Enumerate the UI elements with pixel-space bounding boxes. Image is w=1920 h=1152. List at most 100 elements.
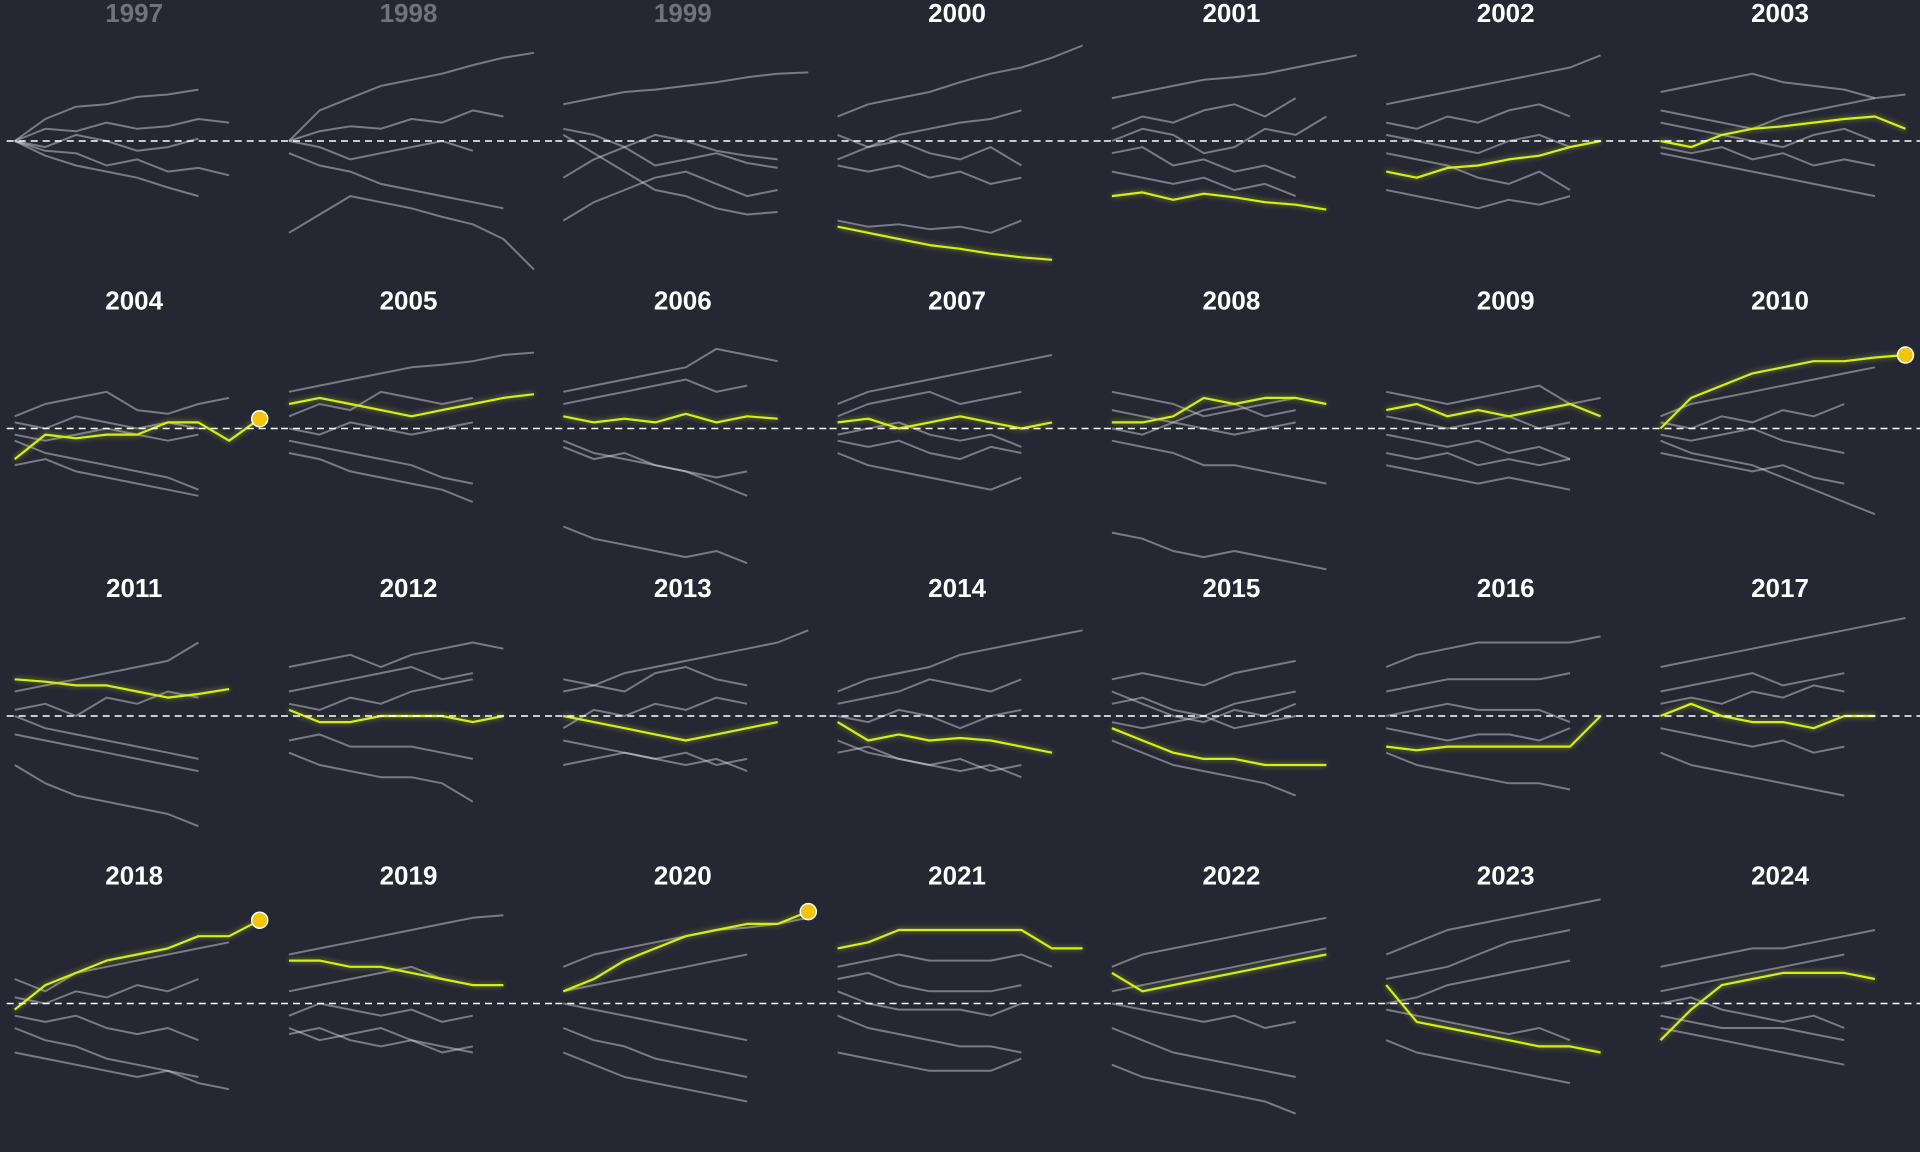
line bbox=[14, 390, 230, 418]
line bbox=[288, 109, 504, 142]
panel-title: 2016 bbox=[1477, 573, 1535, 603]
highlight-line bbox=[14, 417, 261, 460]
panel-title: 1997 bbox=[105, 0, 163, 28]
line bbox=[1386, 54, 1601, 106]
end-marker bbox=[250, 409, 269, 428]
line bbox=[288, 351, 535, 393]
line bbox=[14, 118, 230, 142]
line bbox=[1386, 464, 1571, 491]
line bbox=[14, 1027, 230, 1091]
panel-title: 2023 bbox=[1477, 860, 1535, 890]
line bbox=[14, 1014, 199, 1042]
line bbox=[1111, 54, 1358, 100]
line bbox=[837, 109, 1022, 161]
line bbox=[837, 354, 1053, 405]
panel: 2020 bbox=[555, 860, 830, 1103]
line bbox=[562, 134, 778, 216]
line bbox=[1386, 1008, 1571, 1042]
line bbox=[562, 525, 748, 565]
line bbox=[1660, 617, 1906, 668]
line bbox=[837, 44, 1083, 118]
line bbox=[288, 708, 504, 724]
line bbox=[563, 127, 778, 169]
panel: 2004 bbox=[6, 285, 281, 497]
line bbox=[14, 715, 199, 760]
line bbox=[288, 914, 504, 956]
panel: 2016 bbox=[1378, 573, 1653, 791]
line bbox=[1385, 751, 1571, 791]
line bbox=[563, 1002, 748, 1042]
line bbox=[1660, 727, 1845, 754]
line bbox=[288, 1027, 473, 1054]
line bbox=[562, 439, 748, 497]
line bbox=[288, 390, 473, 418]
line bbox=[837, 745, 1022, 773]
line bbox=[14, 133, 199, 152]
panel-title: 2012 bbox=[380, 573, 438, 603]
line bbox=[563, 666, 748, 693]
line bbox=[1660, 672, 1845, 693]
line bbox=[1111, 1063, 1297, 1115]
line bbox=[14, 764, 199, 828]
panel-title: 2004 bbox=[105, 285, 163, 315]
panel-title: 2013 bbox=[654, 573, 712, 603]
panel: 2014 bbox=[829, 573, 1104, 779]
panel: 2021 bbox=[829, 860, 1104, 1072]
line bbox=[562, 445, 748, 479]
panel: 2023 bbox=[1378, 860, 1653, 1085]
panel: 2011 bbox=[6, 573, 281, 828]
line bbox=[14, 140, 199, 198]
line bbox=[837, 629, 1083, 693]
line bbox=[1660, 366, 1876, 418]
line bbox=[1111, 690, 1296, 717]
line bbox=[837, 953, 1053, 968]
panel-title: 2010 bbox=[1751, 285, 1809, 315]
line bbox=[837, 928, 1083, 950]
line bbox=[837, 452, 1022, 491]
line bbox=[1385, 402, 1602, 418]
panel: 2008 bbox=[1103, 285, 1379, 571]
line bbox=[837, 439, 1022, 461]
line bbox=[288, 678, 473, 711]
line bbox=[1111, 659, 1296, 687]
line bbox=[562, 170, 778, 222]
line bbox=[1111, 396, 1327, 424]
line bbox=[563, 629, 809, 693]
line bbox=[1660, 403, 1845, 430]
line bbox=[1111, 1002, 1296, 1029]
panel-title: 2015 bbox=[1202, 573, 1260, 603]
line bbox=[1660, 439, 1876, 516]
line bbox=[563, 751, 748, 766]
line bbox=[1385, 984, 1601, 1054]
panel-title: 2017 bbox=[1751, 573, 1809, 603]
line bbox=[1385, 635, 1601, 668]
panel: 2006 bbox=[555, 285, 830, 565]
line bbox=[288, 51, 535, 142]
panel: 2002 bbox=[1378, 0, 1653, 210]
panel-title: 2009 bbox=[1477, 285, 1535, 315]
line bbox=[288, 641, 504, 668]
line bbox=[14, 88, 199, 142]
line bbox=[563, 412, 778, 424]
line bbox=[1386, 415, 1571, 430]
panel-title: 2005 bbox=[380, 285, 438, 315]
line bbox=[14, 678, 230, 699]
line bbox=[1111, 531, 1327, 571]
line bbox=[1660, 929, 1876, 968]
panel-title: 2001 bbox=[1202, 0, 1260, 28]
panel: 2003 bbox=[1652, 0, 1920, 198]
line bbox=[1660, 121, 1876, 149]
line bbox=[1111, 115, 1327, 155]
line bbox=[288, 152, 504, 210]
line bbox=[1660, 751, 1845, 797]
panel: 2010 bbox=[1652, 285, 1920, 516]
line bbox=[288, 666, 473, 693]
panel-title: 2000 bbox=[928, 0, 986, 28]
line bbox=[563, 378, 748, 405]
panel: 2019 bbox=[281, 860, 556, 1054]
line bbox=[1111, 953, 1327, 993]
line bbox=[14, 690, 199, 717]
panel-title: 2008 bbox=[1202, 285, 1260, 315]
highlight-line bbox=[14, 919, 261, 1011]
